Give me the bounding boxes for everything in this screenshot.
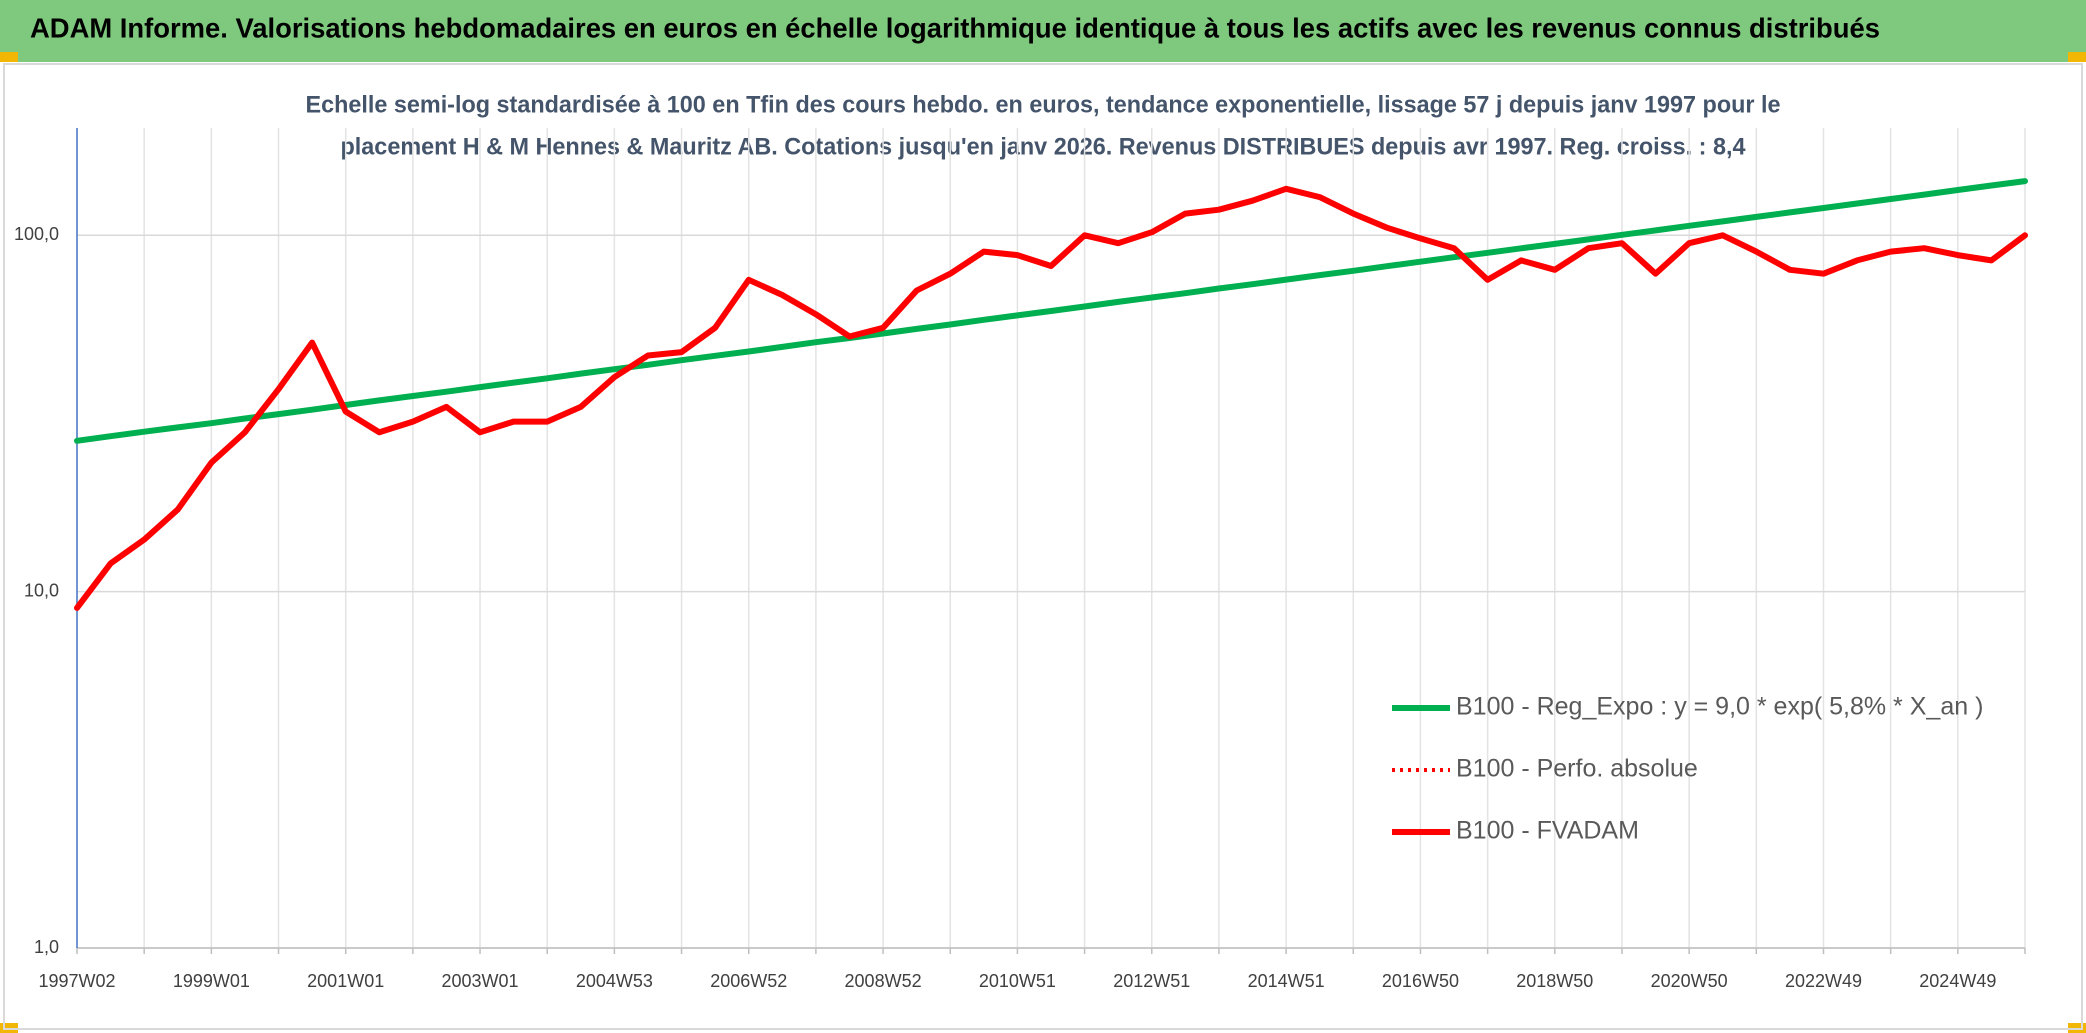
y-tick-label: 10,0 <box>24 580 59 600</box>
series-line <box>74 178 2028 444</box>
subtitle: placement H & M Hennes & Mauritz AB. Cot… <box>341 133 1747 160</box>
x-tick-label: 2016W50 <box>1382 971 1459 991</box>
x-tick-label: 2004W53 <box>576 971 653 991</box>
chart-title: ADAM Informe. Valorisations hebdomadaire… <box>30 12 1880 43</box>
x-tick-label: 2020W50 <box>1651 971 1728 991</box>
x-tick-label: 2022W49 <box>1785 971 1862 991</box>
x-tick-label: 2003W01 <box>442 971 519 991</box>
legend-label: B100 - FVADAM <box>1456 817 1639 845</box>
title-bar <box>0 0 2086 62</box>
x-tick-label: 2010W51 <box>979 971 1056 991</box>
corner <box>2068 52 2086 62</box>
x-tick-label: 2001W01 <box>307 971 384 991</box>
x-tick-label: 1999W01 <box>173 971 250 991</box>
x-tick-label: 2012W51 <box>1113 971 1190 991</box>
corner <box>0 52 18 62</box>
y-tick-label: 1,0 <box>34 937 59 957</box>
x-tick-label: 2006W52 <box>710 971 787 991</box>
chart-frame <box>3 63 2083 1030</box>
x-tick-label: 2024W49 <box>1919 971 1996 991</box>
legend-label: B100 - Perfo. absolue <box>1456 755 1698 783</box>
x-tick-label: 2014W51 <box>1248 971 1325 991</box>
x-tick-label: 2018W50 <box>1516 971 1593 991</box>
y-tick-label: 100,0 <box>14 224 59 244</box>
x-tick-label: 2008W52 <box>845 971 922 991</box>
legend-label: B100 - Reg_Expo : y = 9,0 * exp( 5,8% * … <box>1456 693 1983 721</box>
series-line <box>74 185 2028 611</box>
x-tick-label: 1997W02 <box>38 971 115 991</box>
subtitle: Echelle semi-log standardisée à 100 en T… <box>306 91 1781 118</box>
